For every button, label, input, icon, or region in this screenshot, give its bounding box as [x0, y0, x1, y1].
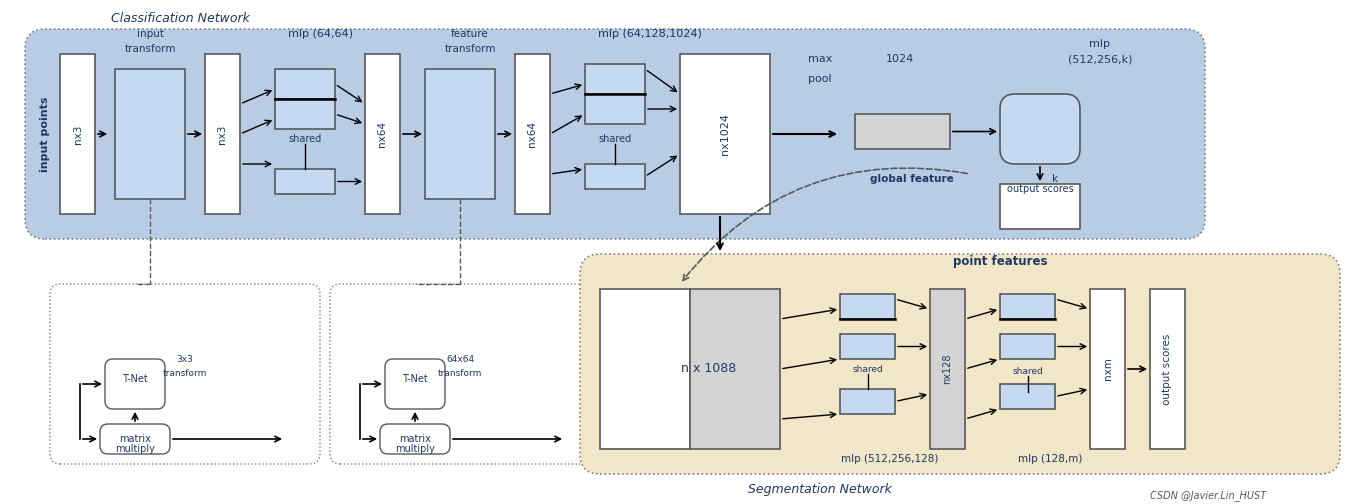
- Text: input: input: [136, 29, 163, 39]
- Text: transform: transform: [438, 369, 483, 379]
- Text: global feature: global feature: [870, 174, 953, 184]
- Text: nx64: nx64: [378, 121, 388, 147]
- Text: transform: transform: [445, 44, 496, 54]
- FancyBboxPatch shape: [330, 284, 600, 464]
- Text: Segmentation Network: Segmentation Network: [748, 482, 892, 495]
- Text: shared: shared: [1012, 367, 1043, 376]
- FancyBboxPatch shape: [1151, 289, 1185, 449]
- FancyBboxPatch shape: [680, 54, 770, 214]
- FancyBboxPatch shape: [116, 69, 185, 199]
- Text: output scores: output scores: [1006, 184, 1073, 194]
- FancyBboxPatch shape: [579, 254, 1340, 474]
- Text: transform: transform: [124, 44, 175, 54]
- Text: 3x3: 3x3: [177, 354, 193, 363]
- Text: mlp: mlp: [1089, 39, 1111, 49]
- Text: pool: pool: [808, 74, 832, 84]
- Text: x 1088: x 1088: [694, 362, 737, 375]
- FancyBboxPatch shape: [1000, 384, 1055, 409]
- FancyBboxPatch shape: [275, 99, 335, 129]
- Text: k: k: [1051, 174, 1058, 184]
- FancyBboxPatch shape: [105, 359, 165, 409]
- Text: 1024: 1024: [885, 54, 914, 64]
- FancyBboxPatch shape: [585, 94, 645, 124]
- Text: multiply: multiply: [394, 444, 435, 454]
- Text: point features: point features: [953, 255, 1047, 268]
- Text: feature: feature: [452, 29, 488, 39]
- Text: T-Net: T-Net: [403, 374, 428, 384]
- FancyBboxPatch shape: [424, 69, 495, 199]
- Text: matrix: matrix: [398, 434, 431, 444]
- FancyBboxPatch shape: [840, 334, 895, 359]
- Text: mlp (64,128,1024): mlp (64,128,1024): [598, 29, 702, 39]
- Text: n: n: [681, 362, 690, 375]
- FancyBboxPatch shape: [50, 284, 320, 464]
- Text: 64x64: 64x64: [446, 354, 475, 363]
- Text: Classification Network: Classification Network: [110, 13, 249, 26]
- Text: multiply: multiply: [116, 444, 155, 454]
- FancyBboxPatch shape: [1089, 289, 1125, 449]
- Text: nx128: nx128: [942, 354, 952, 384]
- Text: mlp (64,64): mlp (64,64): [287, 29, 352, 39]
- Text: nx3: nx3: [72, 124, 83, 144]
- FancyBboxPatch shape: [205, 54, 239, 214]
- Text: mlp (512,256,128): mlp (512,256,128): [842, 454, 938, 464]
- FancyBboxPatch shape: [930, 289, 966, 449]
- Text: nx1024: nx1024: [719, 113, 730, 155]
- Text: input points: input points: [39, 96, 50, 172]
- FancyBboxPatch shape: [840, 389, 895, 414]
- Text: nx64: nx64: [528, 121, 537, 147]
- Text: nxm: nxm: [1103, 357, 1112, 381]
- FancyBboxPatch shape: [515, 54, 549, 214]
- FancyBboxPatch shape: [1000, 294, 1055, 319]
- Text: output scores: output scores: [1163, 333, 1172, 405]
- Text: (512,256,k): (512,256,k): [1068, 54, 1133, 64]
- FancyBboxPatch shape: [600, 289, 690, 449]
- Text: nx3: nx3: [218, 124, 227, 144]
- Text: shared: shared: [598, 134, 631, 144]
- Text: shared: shared: [853, 364, 883, 373]
- FancyBboxPatch shape: [1000, 184, 1080, 229]
- Text: shared: shared: [288, 134, 321, 144]
- Text: transform: transform: [163, 369, 207, 379]
- FancyBboxPatch shape: [101, 424, 170, 454]
- Text: max: max: [808, 54, 832, 64]
- Text: T-Net: T-Net: [122, 374, 148, 384]
- Text: CSDN @Javier.Lin_HUST: CSDN @Javier.Lin_HUST: [1151, 490, 1266, 501]
- FancyBboxPatch shape: [1000, 334, 1055, 359]
- FancyBboxPatch shape: [60, 54, 95, 214]
- FancyBboxPatch shape: [364, 54, 400, 214]
- FancyBboxPatch shape: [379, 424, 450, 454]
- Text: mlp (128,m): mlp (128,m): [1017, 454, 1083, 464]
- FancyBboxPatch shape: [275, 169, 335, 194]
- FancyBboxPatch shape: [1000, 94, 1080, 164]
- Text: matrix: matrix: [120, 434, 151, 444]
- FancyBboxPatch shape: [585, 164, 645, 189]
- FancyBboxPatch shape: [855, 114, 951, 149]
- FancyBboxPatch shape: [840, 294, 895, 319]
- FancyBboxPatch shape: [275, 69, 335, 99]
- FancyBboxPatch shape: [690, 289, 781, 449]
- FancyBboxPatch shape: [585, 64, 645, 94]
- FancyBboxPatch shape: [385, 359, 445, 409]
- FancyBboxPatch shape: [24, 29, 1205, 239]
